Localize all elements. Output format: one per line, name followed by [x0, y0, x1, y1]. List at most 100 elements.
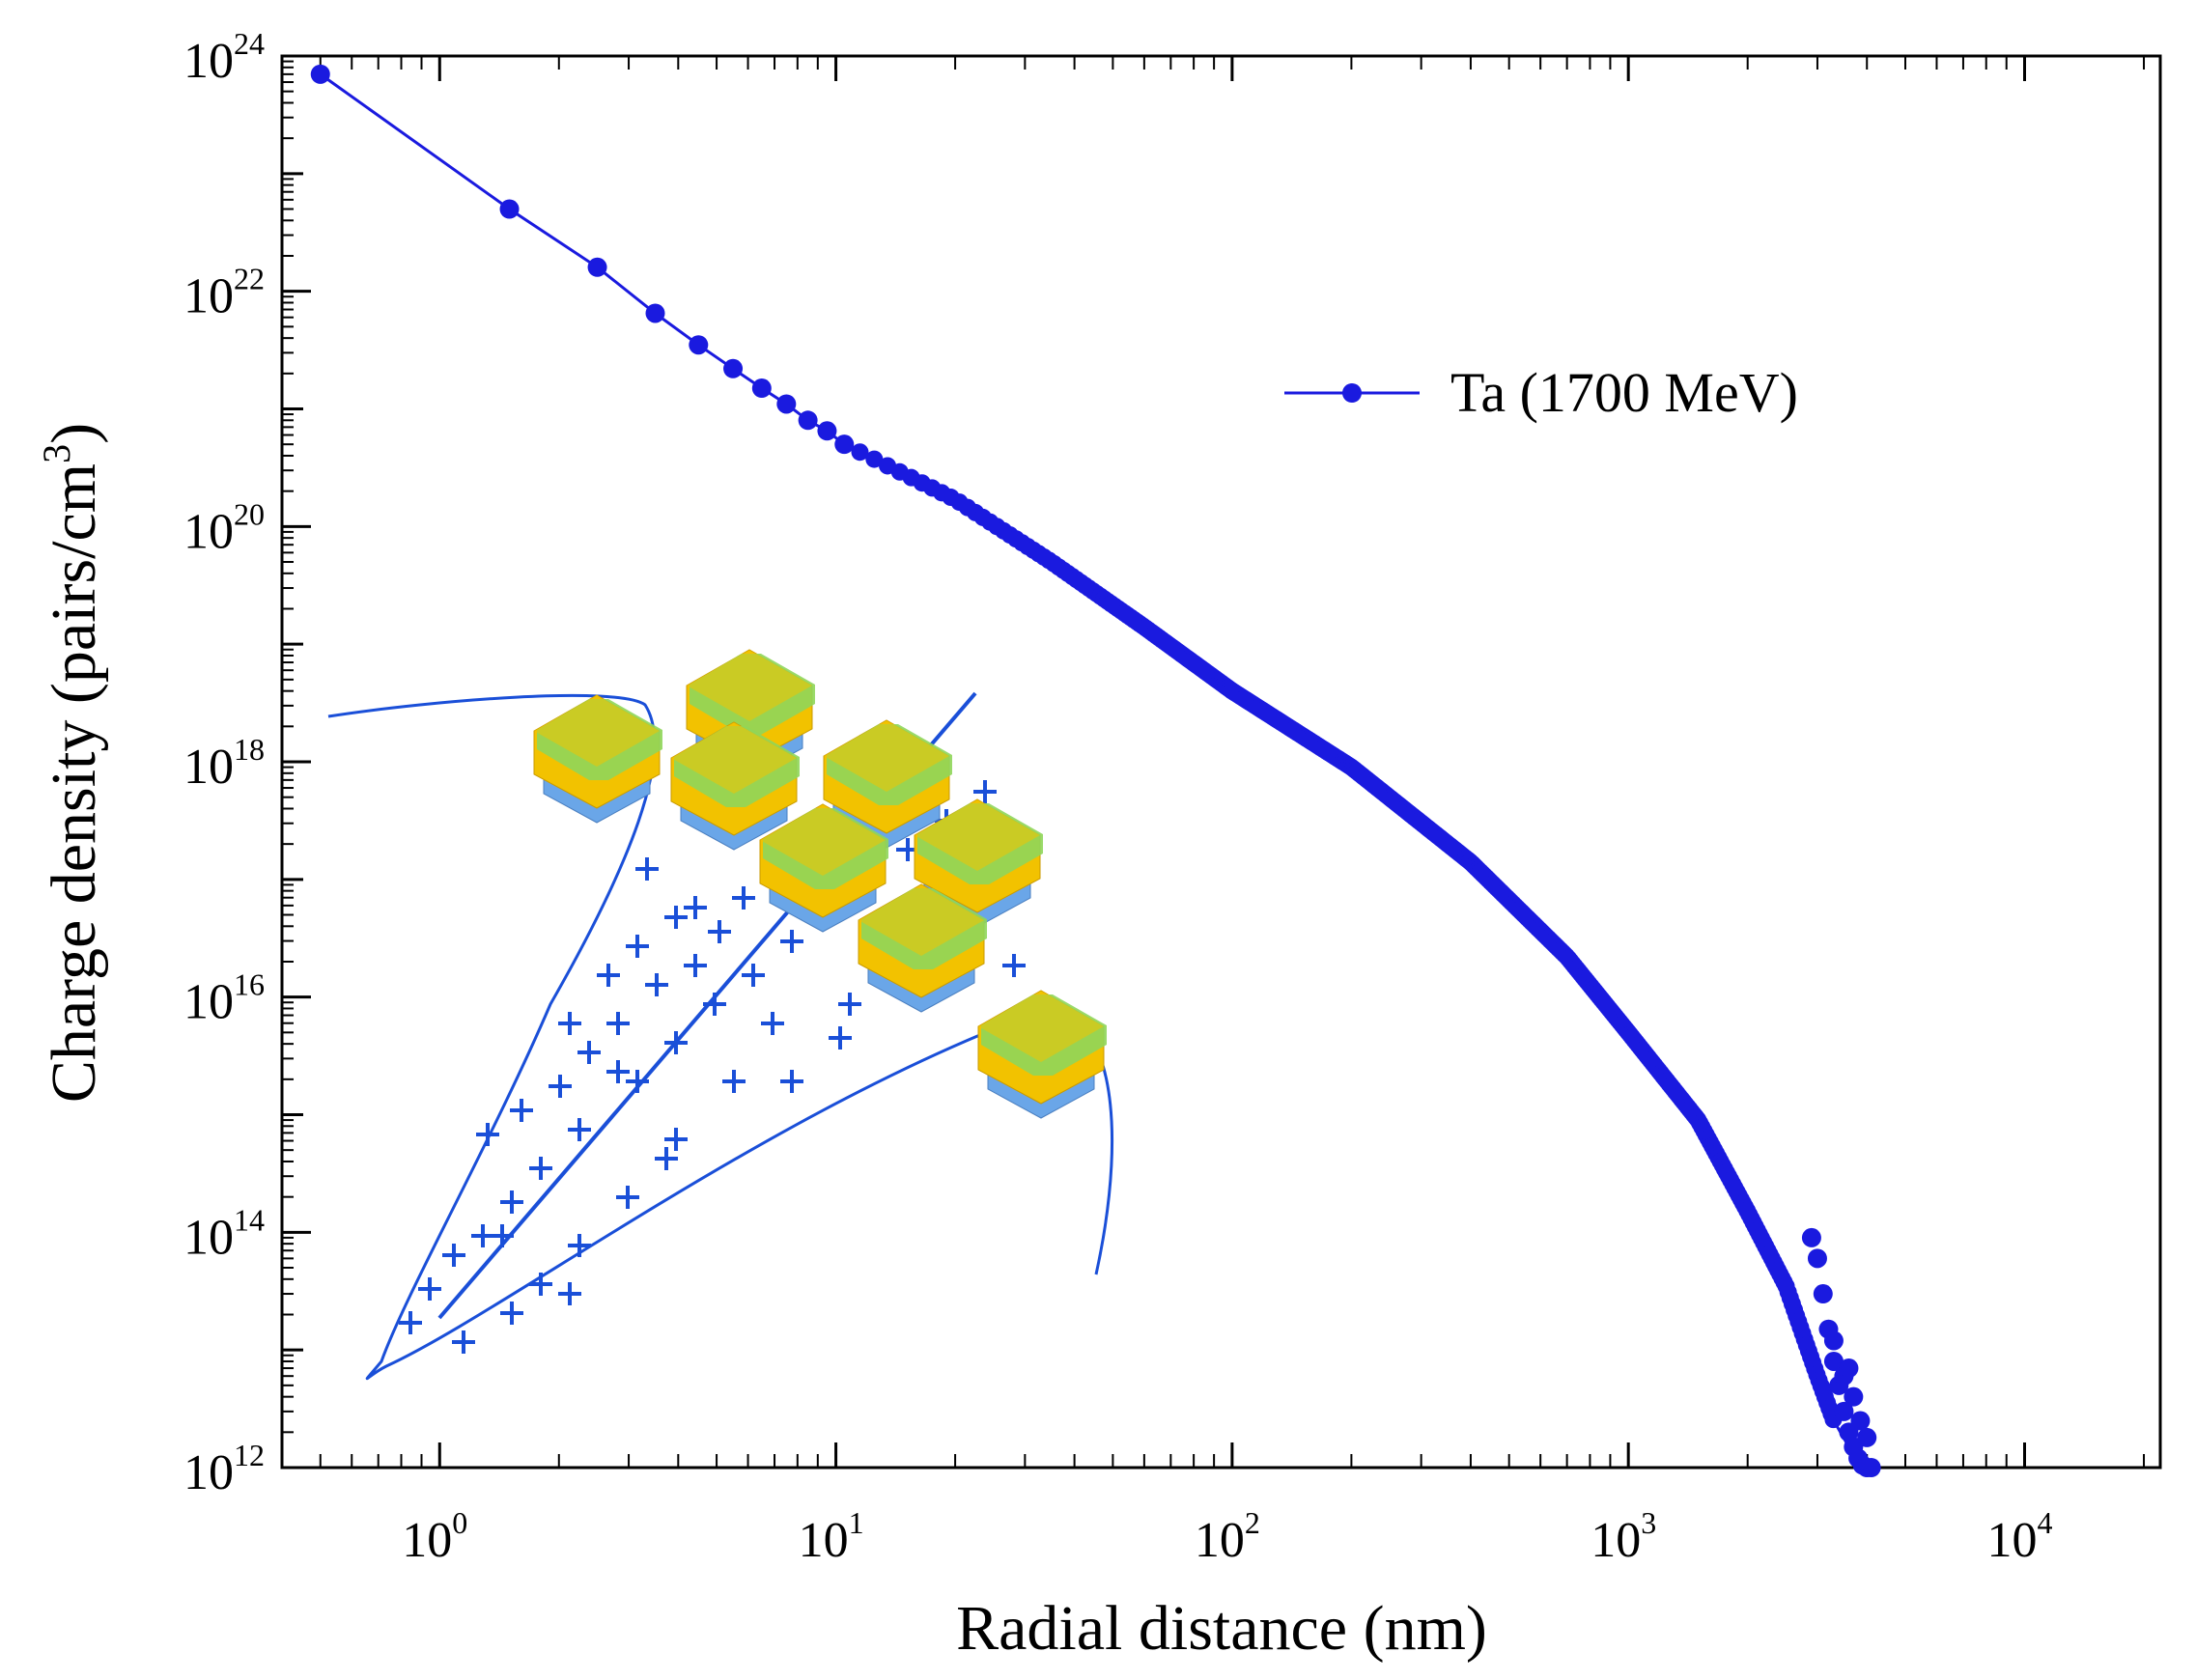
- legend-marker: [1342, 383, 1362, 403]
- charge-cross: [780, 930, 803, 953]
- major-ticks: [282, 54, 2027, 1470]
- transistor-cells: [533, 649, 1107, 1119]
- charge-cross: [606, 1060, 630, 1083]
- charge-cross: [645, 973, 668, 996]
- charge-cross: [549, 1075, 572, 1098]
- charge-cross: [500, 1190, 523, 1214]
- series-ta-markers: [310, 64, 1881, 1477]
- transistor-cell-icon: [686, 649, 815, 778]
- charge-cross: [568, 1234, 591, 1257]
- data-point: [1857, 1427, 1877, 1447]
- y-tick-label: 1024: [183, 26, 265, 89]
- charge-cross: [510, 1099, 533, 1122]
- data-point: [834, 434, 855, 455]
- charge-cross: [500, 1302, 523, 1325]
- charge-cross: [664, 1128, 688, 1151]
- ion-track-transistor-array-icon: [327, 649, 1114, 1381]
- data-point: [1813, 1284, 1833, 1304]
- charge-cross: [722, 1070, 746, 1093]
- charge-cross: [703, 993, 726, 1016]
- x-axis-title: Radial distance (nm): [956, 1593, 1487, 1664]
- x-tick-label: 104: [1987, 1505, 2053, 1568]
- charge-cross: [708, 920, 731, 943]
- transistor-cell-icon: [858, 883, 987, 1013]
- charge-cross: [626, 1070, 649, 1093]
- transistor-cell-icon: [533, 694, 662, 824]
- y-tick-label: 1016: [183, 967, 265, 1030]
- x-tick-labels: 100 101 102 103 104: [402, 1505, 2052, 1568]
- x-tick-label: 101: [799, 1505, 864, 1568]
- data-point: [851, 443, 869, 462]
- data-point: [865, 450, 884, 468]
- y-tick-label: 1014: [183, 1202, 265, 1265]
- y-axis-title: Charge density (pairs/cm3): [35, 423, 109, 1103]
- data-point: [1807, 1248, 1827, 1269]
- data-point: [798, 410, 818, 431]
- data-point: [499, 199, 520, 219]
- y-axis-title-group: Charge density (pairs/cm3): [35, 423, 109, 1103]
- y-tick-label: 1018: [183, 732, 265, 795]
- charge-cross: [606, 1012, 630, 1035]
- x-tick-label: 103: [1591, 1505, 1656, 1568]
- charge-cross: [399, 1311, 422, 1334]
- minor-ticks: [281, 56, 2146, 1468]
- charge-cross: [742, 964, 765, 987]
- charge-cross: [655, 1147, 678, 1170]
- charge-cross: [684, 954, 707, 977]
- data-point: [751, 378, 772, 399]
- transistor-cell-icon: [670, 721, 800, 851]
- charge-cross: [491, 1224, 514, 1247]
- charge-cross: [529, 1157, 552, 1180]
- data-point: [817, 421, 837, 441]
- transistor-cell-icon: [977, 990, 1107, 1119]
- data-point: [1850, 1411, 1871, 1431]
- transistor-cell-icon: [914, 798, 1043, 928]
- charge-cross: [635, 857, 659, 881]
- charge-cross: [476, 1123, 499, 1146]
- charge-cross: [664, 906, 688, 929]
- y-tick-label: 1022: [183, 262, 265, 324]
- charge-cross: [761, 1012, 784, 1035]
- data-point: [587, 257, 607, 277]
- data-point: [310, 64, 330, 84]
- charge-cross: [829, 1026, 852, 1050]
- x-tick-label: 102: [1195, 1505, 1260, 1568]
- charge-cross: [973, 780, 997, 803]
- charge-cross: [418, 1277, 441, 1301]
- data-point: [1801, 1227, 1821, 1247]
- charge-cross: [529, 1273, 552, 1296]
- charge-cross: [558, 1282, 581, 1305]
- data-point: [1844, 1386, 1864, 1407]
- data-point: [723, 358, 744, 378]
- charge-cross: [780, 1070, 803, 1093]
- charge-cross: [597, 964, 620, 987]
- charge-cross: [452, 1330, 475, 1354]
- transistor-cell-icon: [759, 803, 888, 933]
- charge-cross: [568, 1118, 591, 1141]
- data-point: [1823, 1351, 1844, 1371]
- data-point: [1834, 1401, 1854, 1421]
- charge-cross: [732, 886, 755, 910]
- y-tick-label: 1020: [183, 496, 265, 559]
- data-point: [1861, 1458, 1881, 1477]
- x-tick-label: 100: [402, 1505, 467, 1568]
- data-point: [689, 335, 709, 355]
- charge-crosses: [399, 780, 1026, 1354]
- transistor-cell-icon: [823, 719, 952, 849]
- legend: Ta (1700 MeV): [1284, 361, 1798, 424]
- charge-cross: [577, 1041, 601, 1064]
- y-tick-label: 1012: [183, 1438, 265, 1500]
- charge-cross: [616, 1186, 639, 1209]
- charge-cross: [626, 935, 649, 958]
- data-point: [645, 303, 665, 323]
- charge-cross: [558, 1012, 581, 1035]
- data-point: [1823, 1330, 1844, 1351]
- charge-cross: [684, 896, 707, 919]
- charge-cross: [442, 1244, 465, 1267]
- legend-label-ta: Ta (1700 MeV): [1450, 361, 1798, 424]
- charge-cross: [838, 993, 861, 1016]
- y-tick-labels: 1012 1014 1016 1018 1020 1022 1024: [183, 26, 265, 1500]
- data-point: [776, 394, 797, 414]
- charge-cross: [664, 1031, 688, 1054]
